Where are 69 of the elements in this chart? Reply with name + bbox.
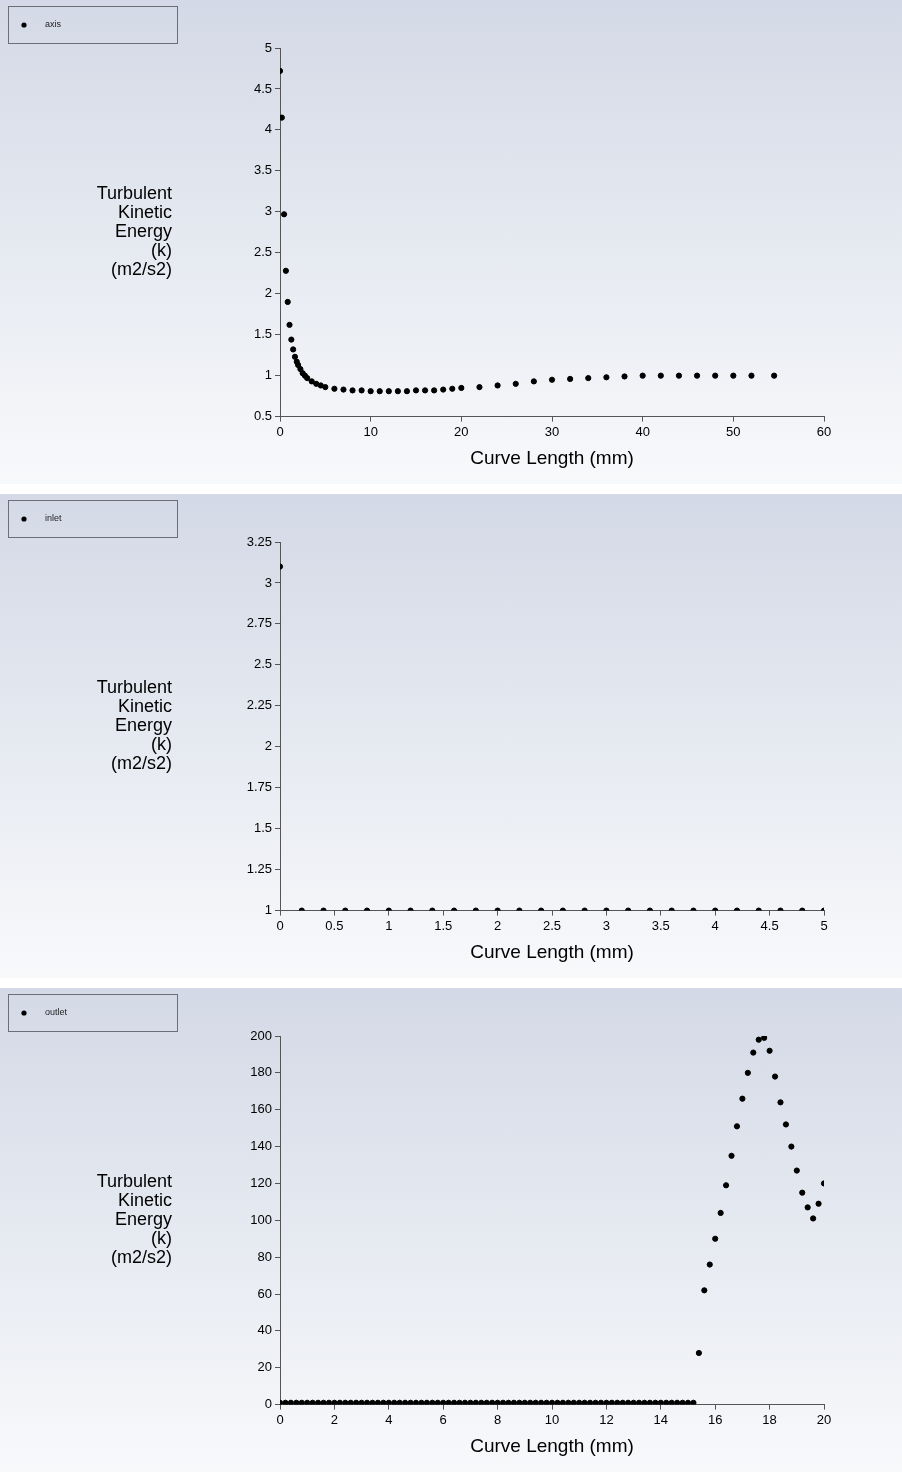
x-tick-label: 50	[726, 423, 741, 439]
x-tick-label: 4	[385, 1411, 393, 1427]
x-tick-label: 10	[363, 423, 378, 439]
x-tick-label: 60	[816, 423, 832, 439]
x-tick-label: 4.5	[760, 917, 779, 933]
x-tick-label: 16	[707, 1411, 723, 1427]
y-axis-title: Turbulent Kinetic Energy (k) (m2/s2)	[96, 183, 172, 280]
x-tick-label: 0	[276, 917, 284, 933]
y-tick-label: 2.5	[253, 656, 272, 672]
x-tick-label: 3.5	[651, 917, 670, 933]
x-tick-label: 12	[599, 1411, 614, 1427]
y-tick-label: 140	[250, 1138, 272, 1154]
y-tick-label: 1.75	[246, 779, 272, 795]
y-tick-label: 1	[264, 367, 272, 383]
y-tick-label: 1	[264, 902, 272, 918]
y-tick-label: 4.5	[253, 80, 272, 96]
y-tick-label: 1.5	[253, 820, 272, 836]
y-tick-label: 3	[264, 574, 272, 590]
x-tick-label: 0	[276, 423, 284, 439]
x-tick-label: 0.5	[325, 917, 344, 933]
y-tick-label: 1.25	[246, 861, 272, 877]
x-tick-label: 2	[330, 1411, 339, 1427]
x-tick-label: 30	[544, 423, 560, 439]
x-axis-title: Curve Length (mm)	[470, 940, 634, 962]
x-tick-label: 4	[711, 917, 719, 933]
y-axis-title: Turbulent Kinetic Energy (k) (m2/s2)	[96, 1171, 172, 1268]
text: axis	[45, 19, 62, 30]
x-axis-title: Curve Length (mm)	[470, 1434, 634, 1456]
x-tick-label: 20	[816, 1411, 832, 1427]
x-axis-title: Curve Length (mm)	[470, 446, 634, 468]
y-axis-title: Turbulent Kinetic Energy (k) (m2/s2)	[96, 677, 172, 774]
y-tick-label: 180	[250, 1064, 272, 1080]
x-tick-label: 2	[493, 917, 502, 933]
text: inlet	[45, 513, 63, 524]
y-tick-label: 2	[264, 738, 272, 754]
x-tick-label: 3	[602, 917, 611, 933]
x-tick-label: 0	[276, 1411, 284, 1427]
y-tick-label: 200	[250, 1027, 272, 1043]
y-tick-label: 1.5	[253, 326, 272, 342]
y-tick-label: 2	[264, 285, 272, 301]
y-tick-label: 3.25	[246, 533, 272, 549]
y-tick-label: 80	[257, 1248, 272, 1264]
y-tick-label: 120	[250, 1175, 272, 1191]
y-tick-label: 60	[257, 1285, 272, 1301]
x-tick-label: 1.5	[434, 917, 453, 933]
x-tick-label: 2.5	[542, 917, 562, 933]
x-tick-label: 14	[653, 1411, 669, 1427]
y-tick-label: 0.5	[253, 408, 272, 424]
x-tick-label: 6	[439, 1411, 447, 1427]
y-tick-label: 20	[257, 1359, 272, 1375]
y-tick-label: 160	[250, 1101, 272, 1117]
y-tick-label: 5	[264, 39, 272, 55]
x-tick-label: 10	[544, 1411, 560, 1427]
x-tick-label: 5	[820, 917, 828, 933]
y-tick-label: 4	[264, 121, 272, 137]
y-tick-label: 0	[264, 1396, 272, 1412]
x-tick-label: 18	[762, 1411, 777, 1427]
y-tick-label: 3.5	[253, 162, 272, 178]
x-tick-label: 40	[635, 423, 650, 439]
y-tick-label: 3	[264, 203, 272, 219]
y-tick-label: 100	[250, 1211, 272, 1227]
text: outlet	[45, 1007, 68, 1018]
x-tick-label: 8	[493, 1411, 502, 1427]
y-tick-label: 2.25	[246, 697, 272, 713]
y-tick-label: 2.5	[253, 244, 272, 260]
y-tick-label: 40	[257, 1322, 272, 1338]
x-tick-label: 1	[385, 917, 393, 933]
x-tick-label: 20	[454, 423, 469, 439]
y-tick-label: 2.75	[246, 615, 272, 631]
